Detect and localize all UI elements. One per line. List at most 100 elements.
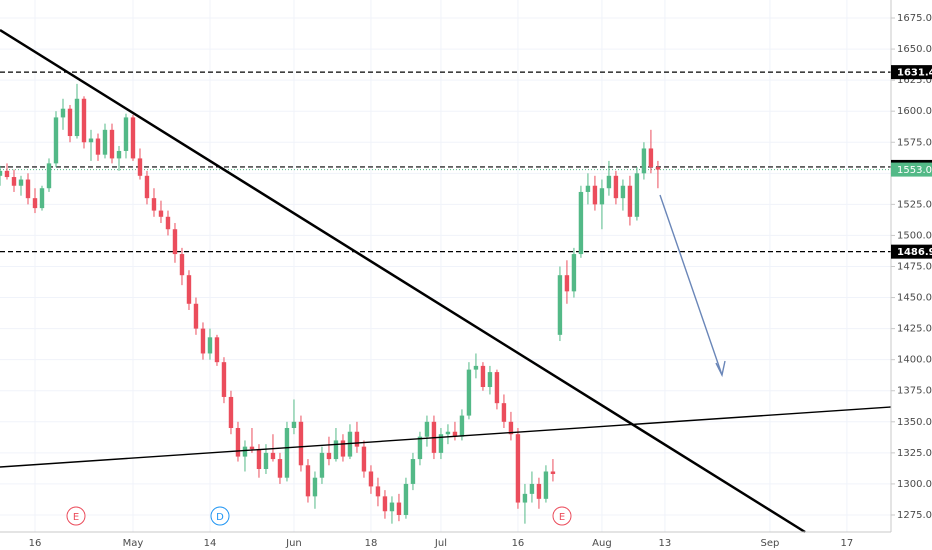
candle-body (403, 483, 409, 515)
candle-body (340, 440, 346, 457)
candle-body (263, 452, 269, 470)
x-tick-label: 16 (512, 538, 525, 549)
trend-line (0, 28, 806, 534)
event-label: D (216, 512, 224, 523)
candle-body (480, 365, 486, 388)
y-tick-label: 1325.00 (897, 448, 932, 459)
candle-body (158, 210, 164, 217)
candle-body (74, 98, 80, 137)
candle-body (151, 198, 157, 211)
candle-body (39, 188, 45, 209)
candle-body (179, 254, 185, 276)
y-tick-label: 1450.00 (897, 293, 932, 304)
y-tick-label: 1300.00 (897, 479, 932, 490)
candle-body (200, 328, 206, 354)
candle-body (382, 496, 388, 512)
candle-body (641, 148, 647, 174)
candle-body (214, 337, 220, 363)
level-tag (891, 65, 932, 80)
candle-body (648, 148, 654, 168)
candle-body (445, 431, 451, 435)
x-tick-label: 14 (204, 538, 217, 549)
candle-body (571, 254, 577, 292)
candle-body (599, 188, 605, 205)
y-tick-label: 1275.00 (897, 510, 932, 521)
candle-body (634, 173, 640, 217)
candle-body (417, 436, 423, 460)
y-tick-label: 1575.00 (897, 137, 932, 148)
candle-body (284, 428, 290, 478)
event-label: E (559, 512, 565, 523)
candle-body (501, 403, 507, 422)
level-tag (891, 244, 932, 259)
trend-line (0, 406, 892, 468)
candle-body (228, 396, 234, 429)
candle-body (46, 163, 52, 189)
candle-body (522, 493, 528, 503)
candles (0, 83, 661, 524)
candle-body (32, 198, 38, 209)
candle-body (123, 117, 129, 151)
candle-body (256, 449, 262, 470)
candle-body (109, 129, 115, 159)
y-tick-label: 1625.00 (897, 75, 932, 86)
event-marker: E (552, 506, 572, 526)
x-tick-label: Jun (285, 538, 302, 549)
candle-body (606, 175, 612, 189)
candle-body (81, 98, 87, 143)
candle-body (144, 175, 150, 199)
candle-body (564, 275, 570, 292)
candle-body (249, 446, 255, 450)
candle-body (137, 158, 143, 176)
levels (0, 71, 891, 253)
candle-body (11, 177, 17, 186)
y-tick-label: 1350.00 (897, 417, 932, 428)
candle-body (319, 452, 325, 478)
projection-arrow (659, 194, 726, 378)
y-tick-label: 1400.00 (897, 355, 932, 366)
axis-labels: 1275.00 1300.00 1325.00 1350.00 1375.00 1400.… (29, 13, 932, 549)
candle-body (102, 129, 108, 155)
candle-body (333, 440, 339, 460)
candle-body (207, 337, 213, 354)
x-tick-label: Jul (434, 538, 447, 549)
event-circle (210, 506, 230, 526)
y-tick-label: 1675.00 (897, 13, 932, 24)
candle-body (487, 372, 493, 388)
level-label: 1486.95 (897, 247, 932, 258)
last-price-tag (891, 162, 932, 177)
candle-body (193, 303, 199, 329)
candle-body (305, 465, 311, 497)
candle-body (536, 483, 542, 499)
grid (0, 0, 891, 532)
x-tick-label: Aug (592, 538, 612, 549)
y-tick-label: 1650.00 (897, 44, 932, 55)
x-tick-label: 17 (841, 538, 854, 549)
candle-body (277, 459, 283, 478)
x-tick-label: 18 (365, 538, 378, 549)
price-axis (891, 0, 932, 550)
candle-body (354, 431, 360, 447)
candle-body (347, 431, 353, 457)
candle-body (0, 170, 3, 176)
candle-body (312, 477, 318, 497)
x-tick-label: 13 (659, 538, 672, 549)
candle-body (494, 372, 500, 404)
candle-body (326, 452, 332, 460)
candle-body (291, 421, 297, 429)
candle-body (543, 471, 549, 499)
candle-body (620, 185, 626, 199)
event-marker: D (210, 506, 230, 526)
candle-body (298, 421, 304, 466)
candle-body (389, 502, 395, 512)
candle-body (627, 185, 633, 217)
candle-body (4, 170, 10, 178)
candle-body (242, 446, 248, 457)
candle-body (361, 446, 367, 472)
candle-body (165, 216, 171, 230)
candle-body (375, 486, 381, 497)
candle-body (473, 365, 479, 370)
